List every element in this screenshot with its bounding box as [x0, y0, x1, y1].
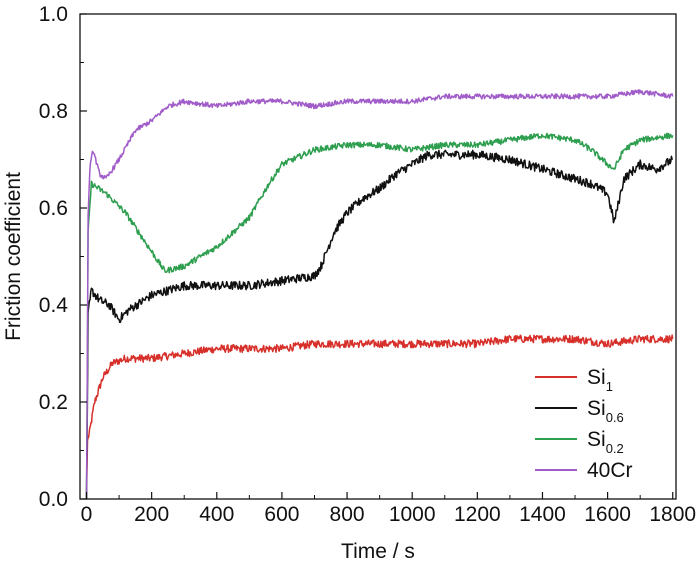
legend-subscript: 0.2: [606, 441, 624, 456]
series-line-si1: [85, 334, 674, 500]
x-tick-label: 1400: [519, 503, 566, 526]
series-layer: [85, 89, 674, 500]
x-axis-title: Time / s: [341, 540, 415, 563]
legend-label-si0-2: Si0.2: [587, 428, 624, 456]
y-tick-label: 0.6: [39, 197, 68, 220]
ticks-layer: [80, 13, 674, 500]
series-line-si0-2: [85, 132, 674, 500]
x-tick-label: 600: [264, 503, 299, 526]
y-tick-label: 0.2: [39, 391, 68, 414]
x-tick-label: 400: [199, 503, 234, 526]
plot-frame: [79, 13, 677, 500]
y-tick-label: 0.4: [39, 294, 69, 317]
series-line-40cr: [85, 89, 674, 500]
y-tick-label: 0.0: [39, 488, 68, 511]
series-line-si0-6: [85, 149, 674, 500]
x-tick-label: 1000: [389, 503, 436, 526]
y-tick-label: 0.8: [39, 100, 68, 123]
x-tick-label: 800: [330, 503, 365, 526]
x-tick-label: 1600: [584, 503, 631, 526]
x-tick-label: 200: [134, 503, 169, 526]
legend: Si1 Si0.6 Si0.2 40Cr: [535, 366, 633, 482]
y-axis-title: Friction coefficient: [2, 172, 25, 341]
legend-subscript: 0.6: [606, 410, 624, 425]
legend-label-si0-6: Si0.6: [587, 397, 624, 425]
x-tick-label: 0: [81, 503, 93, 526]
legend-subscript: 1: [606, 379, 613, 394]
legend-label-40cr: 40Cr: [587, 459, 633, 482]
x-tick-label: 1200: [454, 503, 501, 526]
tick-labels: 0 200 400 600 800 1000 1200 1400 1600 1800 0.0 0.2 0…: [39, 3, 696, 526]
x-tick-label: 1800: [649, 503, 696, 526]
y-tick-label: 1.0: [39, 3, 68, 26]
legend-label-si1: Si1: [587, 366, 613, 394]
